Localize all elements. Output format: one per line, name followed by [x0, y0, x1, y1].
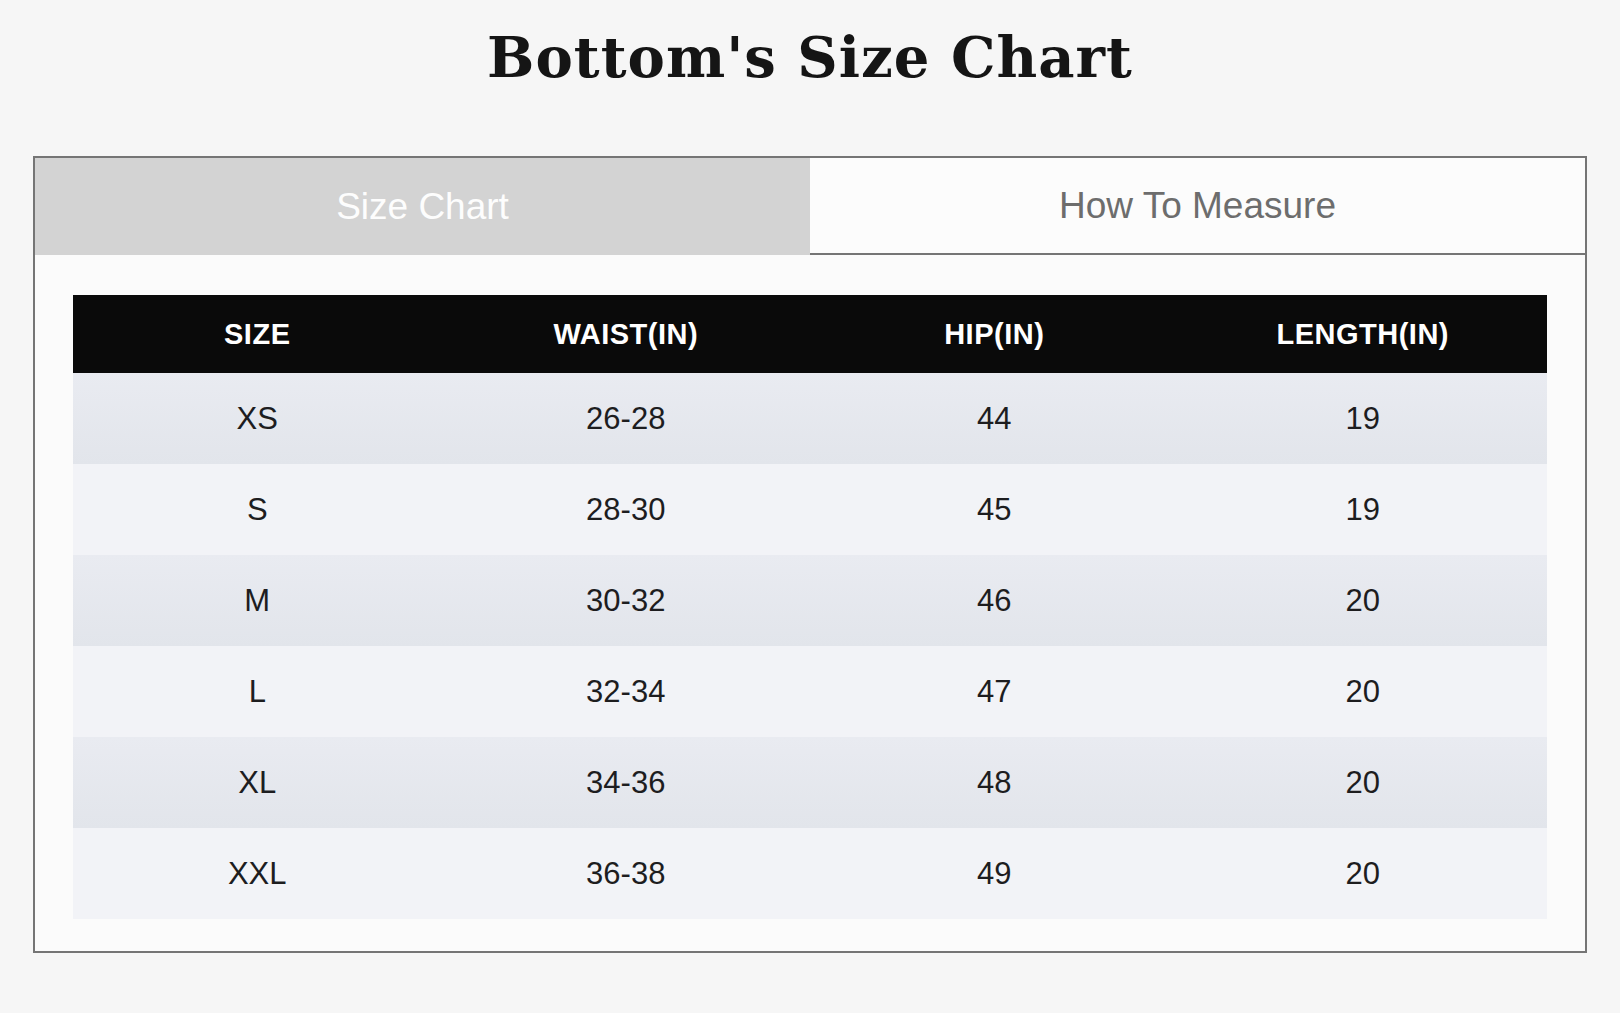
- cell-hip: 46: [810, 555, 1179, 646]
- cell-waist: 28-30: [442, 464, 811, 555]
- tab-bar: Size Chart How To Measure: [35, 158, 1585, 255]
- tab-size-chart-label: Size Chart: [336, 186, 509, 228]
- column-header-size: SIZE: [73, 295, 442, 373]
- cell-size: XS: [73, 373, 442, 464]
- cell-size: XXL: [73, 828, 442, 919]
- cell-hip: 48: [810, 737, 1179, 828]
- cell-waist: 30-32: [442, 555, 811, 646]
- cell-length: 19: [1179, 464, 1548, 555]
- page-title: Bottom's Size Chart: [0, 0, 1620, 90]
- table-header-row: SIZE WAIST(IN) HIP(IN) LENGTH(IN): [73, 295, 1547, 373]
- cell-waist: 26-28: [442, 373, 811, 464]
- table-header: SIZE WAIST(IN) HIP(IN) LENGTH(IN): [73, 295, 1547, 373]
- tab-how-to-measure[interactable]: How To Measure: [810, 158, 1585, 255]
- cell-waist: 36-38: [442, 828, 811, 919]
- cell-size: M: [73, 555, 442, 646]
- table-row-m: M 30-32 46 20: [73, 555, 1547, 646]
- cell-length: 20: [1179, 555, 1548, 646]
- column-header-length: LENGTH(IN): [1179, 295, 1548, 373]
- cell-size: L: [73, 646, 442, 737]
- table-body: XS 26-28 44 19 S 28-30 45 19 M 30-32 46 …: [73, 373, 1547, 919]
- cell-hip: 47: [810, 646, 1179, 737]
- table-row-l: L 32-34 47 20: [73, 646, 1547, 737]
- cell-length: 20: [1179, 737, 1548, 828]
- tab-size-chart[interactable]: Size Chart: [35, 158, 810, 255]
- size-chart-tab-content: SIZE WAIST(IN) HIP(IN) LENGTH(IN) XS 26-…: [35, 255, 1585, 952]
- column-header-waist: WAIST(IN): [442, 295, 811, 373]
- cell-hip: 44: [810, 373, 1179, 464]
- size-chart-table: SIZE WAIST(IN) HIP(IN) LENGTH(IN) XS 26-…: [73, 295, 1547, 919]
- table-row-xl: XL 34-36 48 20: [73, 737, 1547, 828]
- cell-waist: 34-36: [442, 737, 811, 828]
- table-row-xs: XS 26-28 44 19: [73, 373, 1547, 464]
- column-header-hip: HIP(IN): [810, 295, 1179, 373]
- cell-length: 19: [1179, 373, 1548, 464]
- cell-size: XL: [73, 737, 442, 828]
- cell-waist: 32-34: [442, 646, 811, 737]
- table-row-s: S 28-30 45 19: [73, 464, 1547, 555]
- cell-hip: 45: [810, 464, 1179, 555]
- table-row-xxl: XXL 36-38 49 20: [73, 828, 1547, 919]
- tab-how-to-measure-label: How To Measure: [1059, 185, 1336, 227]
- cell-hip: 49: [810, 828, 1179, 919]
- cell-size: S: [73, 464, 442, 555]
- cell-length: 20: [1179, 828, 1548, 919]
- cell-length: 20: [1179, 646, 1548, 737]
- size-chart-panel: Size Chart How To Measure SIZE WAIST(IN)…: [33, 156, 1587, 953]
